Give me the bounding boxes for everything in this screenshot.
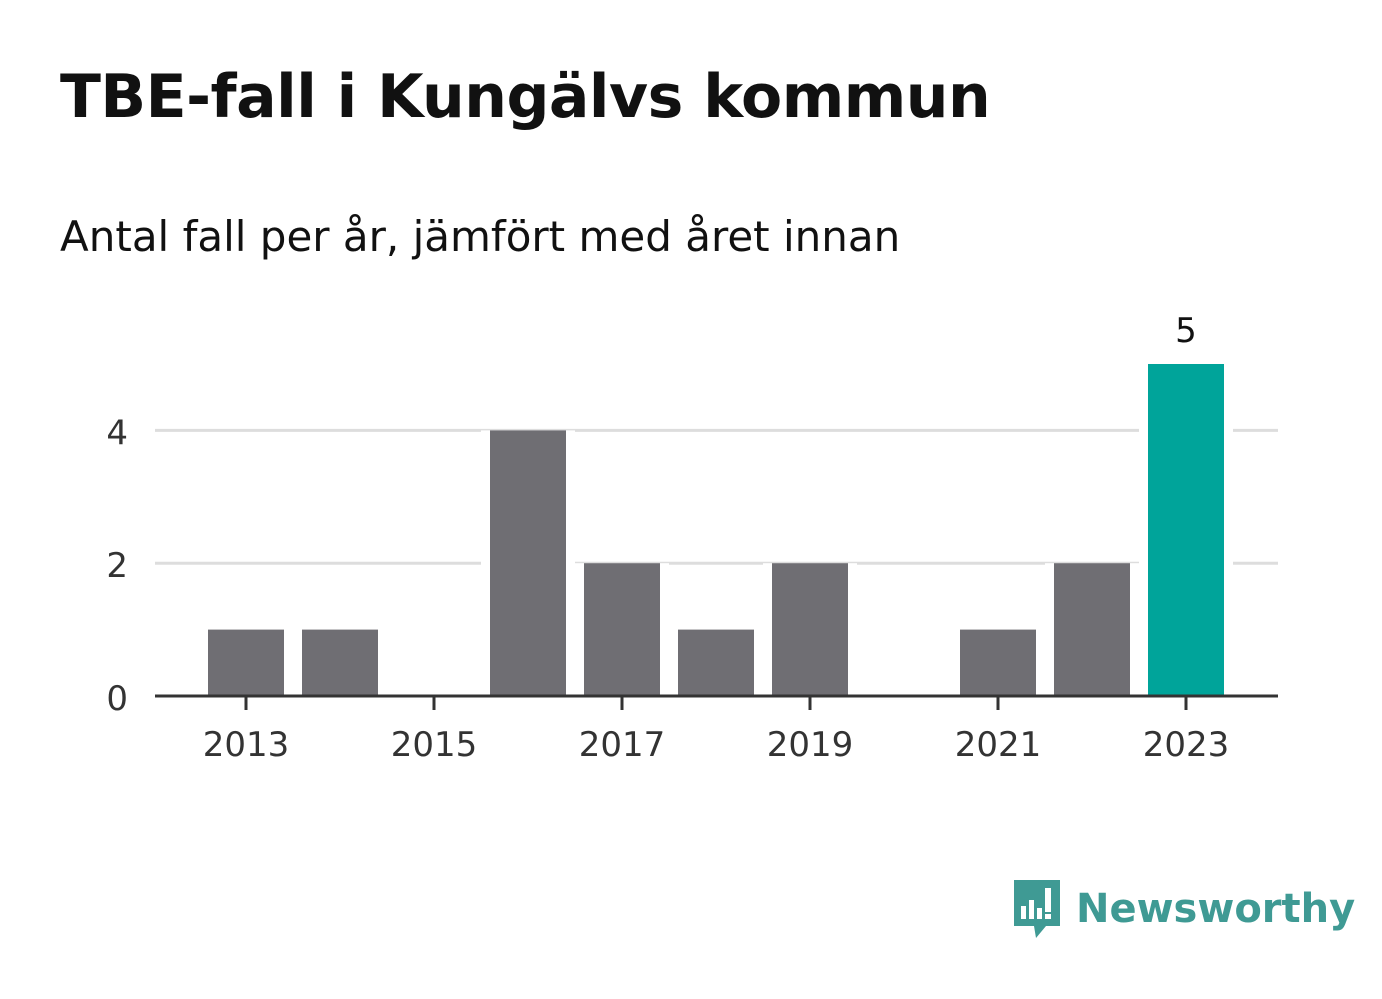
x-tick-label-2019: 2019: [767, 725, 854, 765]
brand-logo: Newsworthy: [1012, 878, 1355, 940]
bar-2019: [772, 563, 848, 696]
x-tick-label-2013: 2013: [203, 725, 290, 765]
bar-2021: [960, 629, 1036, 696]
bar-2013: [208, 629, 284, 696]
bar-2023: [1148, 364, 1224, 696]
chart-subtitle: Antal fall per år, jämfört med året inna…: [60, 212, 901, 261]
bar-2022: [1054, 563, 1130, 696]
x-tick-label-2015: 2015: [391, 725, 478, 765]
bar-2017: [584, 563, 660, 696]
newsworthy-logo-icon: [1014, 880, 1060, 938]
bar-2016: [490, 430, 566, 696]
y-tick-label-2: 2: [106, 546, 128, 586]
brand-name: Newsworthy: [1076, 886, 1356, 932]
y-tick-label-4: 4: [106, 413, 128, 453]
y-tick-label-0: 0: [106, 679, 128, 719]
x-tick-label-2021: 2021: [955, 725, 1042, 765]
bar-2018: [678, 629, 754, 696]
x-tick-label-2017: 2017: [579, 725, 666, 765]
bar-2014: [302, 629, 378, 696]
chart-title: TBE-fall i Kungälvs kommun: [60, 62, 991, 132]
data-label-2023: 5: [1175, 311, 1197, 351]
x-tick-label-2023: 2023: [1143, 725, 1230, 765]
